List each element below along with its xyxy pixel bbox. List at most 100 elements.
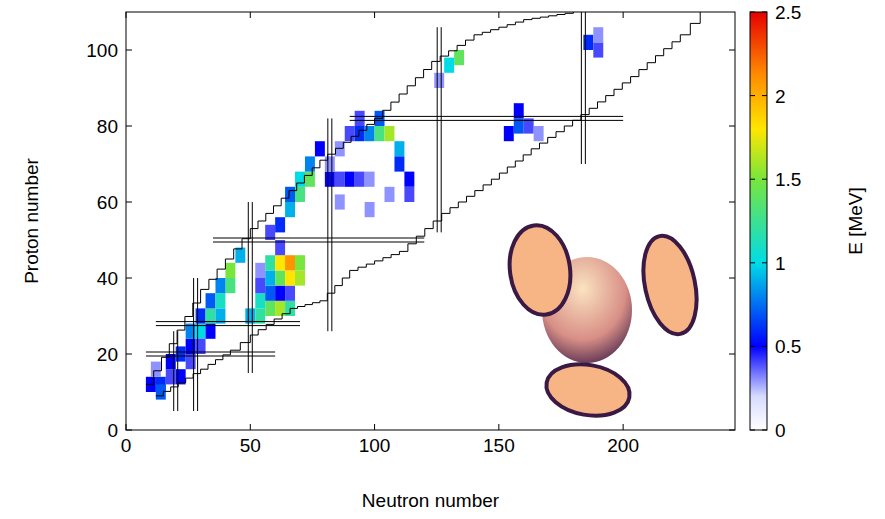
cell <box>151 362 161 377</box>
cell <box>275 270 285 285</box>
x-tick-label: 50 <box>240 435 261 456</box>
cell <box>285 255 295 270</box>
magic-line <box>252 202 253 373</box>
cell <box>394 141 404 156</box>
cell <box>355 126 365 141</box>
cell <box>345 172 355 187</box>
cell <box>375 126 385 141</box>
colorbar-tick <box>762 95 767 96</box>
colorbar-tick-label: 0.5 <box>775 336 801 357</box>
colorbar-tick-label: 2 <box>775 86 786 107</box>
cell <box>156 384 166 399</box>
magic-line <box>585 12 586 164</box>
y-tick <box>729 50 735 51</box>
x-tick <box>374 424 375 430</box>
cell <box>275 217 285 232</box>
cell <box>315 141 325 156</box>
projection <box>635 231 705 339</box>
deformation-inset <box>504 221 705 422</box>
x-tick <box>623 12 624 18</box>
cell <box>385 126 395 141</box>
cell <box>255 263 265 278</box>
colorbar-tick-label: 0 <box>775 420 786 441</box>
magic-line <box>248 202 249 373</box>
magic-line <box>581 12 582 164</box>
colorbar-tick-label: 1 <box>775 253 786 274</box>
magic-line <box>213 242 424 243</box>
colorbar-tick <box>750 262 755 263</box>
plot-area <box>146 12 700 411</box>
x-tick-label: 0 <box>121 435 132 456</box>
y-tick-label: 20 <box>97 344 118 365</box>
y-tick <box>126 278 132 279</box>
cell <box>285 270 295 285</box>
magic-line <box>331 118 332 331</box>
cell <box>275 286 285 301</box>
colorbar-tick <box>750 95 755 96</box>
magic-line <box>156 321 300 322</box>
colorbar-tick <box>750 430 755 431</box>
x-tick <box>126 12 127 18</box>
colorbar-tick <box>762 262 767 263</box>
y-tick <box>126 354 132 355</box>
projection <box>504 221 576 318</box>
cell <box>305 156 315 171</box>
y-tick <box>126 50 132 51</box>
colorbar-tick <box>750 346 755 347</box>
cell <box>295 255 305 270</box>
plot-frame <box>126 12 735 430</box>
colorbar-tick <box>762 12 767 13</box>
cell <box>325 156 335 171</box>
magic-line <box>437 27 438 232</box>
cell <box>404 187 414 202</box>
cell <box>355 111 365 126</box>
cell <box>305 172 315 187</box>
cell <box>593 42 603 57</box>
cell <box>285 286 295 301</box>
colorbar-tick <box>762 430 767 431</box>
cell <box>265 286 275 301</box>
cell <box>255 278 265 293</box>
y-tick-label: 100 <box>86 40 118 61</box>
y-tick <box>126 126 132 127</box>
cell <box>335 194 345 209</box>
cell <box>166 369 176 384</box>
cell <box>593 27 603 42</box>
cell <box>444 58 454 73</box>
cell <box>265 301 275 316</box>
magic-line <box>327 118 328 331</box>
cell <box>235 248 245 263</box>
x-tick <box>126 424 127 430</box>
drip-line <box>146 12 574 384</box>
cell <box>285 202 295 217</box>
cell <box>404 172 414 187</box>
cell <box>434 73 444 88</box>
magic-line <box>193 278 194 411</box>
x-tick <box>498 12 499 18</box>
cell <box>215 293 225 308</box>
colorbar-tick <box>750 12 755 13</box>
magic-line <box>350 120 623 121</box>
cell <box>285 187 295 202</box>
magic-line <box>146 356 275 357</box>
cell <box>394 156 404 171</box>
cell <box>335 172 345 187</box>
cell <box>454 50 464 65</box>
colorbar-tick <box>750 179 755 180</box>
cell <box>225 278 235 293</box>
magic-line <box>177 331 178 411</box>
x-tick <box>623 424 624 430</box>
projection <box>542 358 633 422</box>
cell <box>345 126 355 141</box>
magic-line <box>173 331 174 411</box>
x-tick <box>374 12 375 18</box>
cell <box>504 126 514 141</box>
cell <box>225 263 235 278</box>
cell <box>385 187 395 202</box>
y-axis-title: Proton number <box>21 157 42 283</box>
y-tick-label: 80 <box>97 116 118 137</box>
magic-line <box>146 352 275 353</box>
x-tick-label: 150 <box>483 435 515 456</box>
magic-line <box>350 116 623 117</box>
cell <box>176 346 186 361</box>
